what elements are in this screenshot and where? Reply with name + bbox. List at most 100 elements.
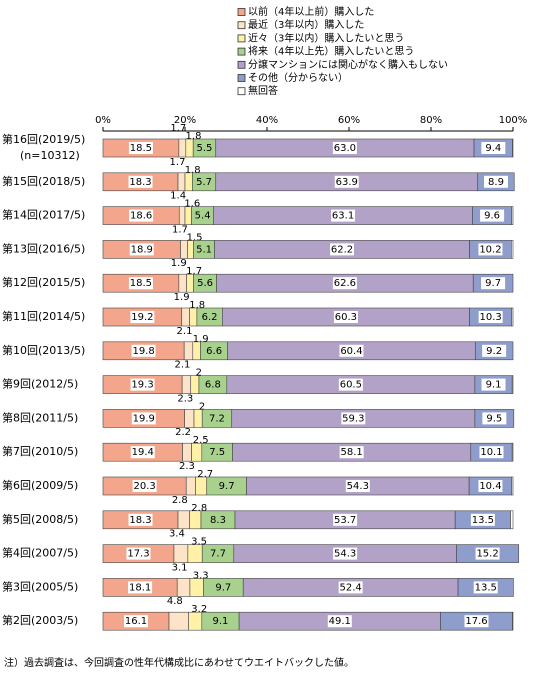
- bar-segment: [182, 376, 191, 394]
- category-label: 第3回(2005/5): [2, 579, 78, 593]
- value-label: 49.1: [329, 616, 351, 627]
- value-label: 9.1: [213, 616, 229, 627]
- bar-segment: [186, 477, 195, 495]
- value-label: 18.1: [129, 582, 151, 593]
- value-label: 1.9: [174, 292, 190, 303]
- value-label: 63.9: [336, 177, 358, 188]
- value-label: 16.1: [125, 616, 147, 627]
- category-label: 第2回(2003/5): [2, 613, 78, 627]
- value-label: 9.1: [486, 380, 502, 391]
- value-label: 19.4: [132, 447, 154, 458]
- legend-swatch: [238, 88, 245, 95]
- bar-segment: [185, 409, 194, 427]
- value-label: 13.5: [472, 515, 494, 526]
- value-label: 9.2: [486, 346, 502, 357]
- value-label: 5.4: [195, 211, 211, 222]
- category-label: 第7回(2010/5): [2, 444, 78, 458]
- value-label: 62.6: [334, 278, 356, 289]
- category-label: 第11回(2014/5): [2, 309, 85, 323]
- value-label: 1.9: [171, 258, 187, 269]
- value-label: 52.4: [340, 582, 362, 593]
- legend-swatch: [238, 9, 245, 16]
- x-tick-label: 40%: [256, 115, 278, 126]
- legend-label: 最近（3年以内）購入した: [248, 18, 364, 31]
- value-label: 10.1: [480, 447, 502, 458]
- value-label: 62.2: [331, 244, 353, 255]
- category-label: 第14回(2017/5): [2, 208, 85, 222]
- bar-segment: [174, 545, 188, 563]
- category-label: 第13回(2016/5): [2, 241, 85, 255]
- value-label: 19.3: [131, 380, 153, 391]
- category-label: 第6回(2009/5): [2, 478, 78, 492]
- value-label: 4.8: [167, 596, 183, 607]
- legend-label: 無回答: [248, 84, 278, 97]
- value-label: 9.6: [484, 211, 500, 222]
- value-label: 2.1: [177, 326, 193, 337]
- value-label: 7.7: [210, 549, 226, 560]
- bar-segment: [512, 376, 513, 394]
- value-label: 7.2: [209, 413, 225, 424]
- category-label: 第5回(2008/5): [2, 512, 78, 526]
- category-label: 第4回(2007/5): [2, 546, 78, 560]
- value-label: 5.1: [196, 244, 212, 255]
- value-label: 54.3: [334, 549, 356, 560]
- value-label: 17.3: [127, 549, 149, 560]
- value-label: 6.2: [202, 312, 218, 323]
- legend-swatch: [238, 75, 245, 82]
- category-label: 第16回(2019/5): [2, 132, 85, 146]
- value-label: 20.3: [133, 481, 155, 492]
- value-label: 15.2: [476, 549, 498, 560]
- value-label: 54.3: [347, 481, 369, 492]
- category-label: 第8回(2011/5): [2, 410, 78, 424]
- value-label: 63.0: [334, 143, 356, 154]
- value-label: 18.6: [130, 211, 152, 222]
- value-label: 6.6: [206, 346, 222, 357]
- value-label: 2.1: [174, 360, 190, 371]
- bar-segment: [184, 342, 193, 360]
- value-label: 9.5: [486, 413, 502, 424]
- value-label: 9.7: [215, 582, 231, 593]
- legend-swatch: [238, 22, 245, 29]
- value-label: 18.5: [130, 278, 152, 289]
- value-label: 8.3: [210, 515, 226, 526]
- bar-segment: [178, 511, 189, 529]
- value-label: 2.8: [172, 495, 188, 506]
- value-label: 8.9: [488, 177, 504, 188]
- footnote: 注）過去調査は、今回調査の性年代構成比にあわせてウエイトバックした値。: [4, 656, 354, 669]
- bar-segment: [169, 612, 189, 630]
- bar-segment: [512, 443, 513, 461]
- value-label: 5.6: [197, 278, 213, 289]
- value-label: 60.5: [340, 380, 362, 391]
- value-label: 5.7: [196, 177, 212, 188]
- value-label: 18.5: [130, 143, 152, 154]
- value-label: 9.7: [485, 278, 501, 289]
- value-label: 5.5: [197, 143, 213, 154]
- x-tick-label: 60%: [338, 115, 360, 126]
- legend-swatch: [238, 61, 245, 68]
- bar-segment: [512, 207, 513, 225]
- value-label: 18.9: [131, 244, 153, 255]
- value-label: 9.4: [485, 143, 501, 154]
- value-label: 3.4: [169, 529, 185, 540]
- value-label: 13.5: [475, 582, 497, 593]
- value-label: 1.7: [170, 157, 186, 168]
- value-label: 10.4: [479, 481, 501, 492]
- sample-size: (n=10312): [20, 149, 80, 162]
- x-tick-label: 0%: [95, 115, 111, 126]
- bar-segment: [511, 511, 513, 529]
- value-label: 19.9: [133, 413, 155, 424]
- value-label: 19.2: [131, 312, 153, 323]
- x-tick-label: 100%: [499, 115, 528, 126]
- value-label: 9.7: [219, 481, 235, 492]
- value-label: 60.4: [340, 346, 362, 357]
- value-label: 10.3: [480, 312, 502, 323]
- value-label: 58.1: [341, 447, 363, 458]
- category-label: 第15回(2018/5): [2, 174, 85, 188]
- category-label: 第9回(2012/5): [2, 377, 78, 391]
- value-label: 59.3: [342, 413, 364, 424]
- value-label: 10.2: [479, 244, 501, 255]
- value-label: 2.2: [175, 427, 191, 438]
- value-label: 7.5: [209, 447, 225, 458]
- value-label: 1.7: [172, 224, 188, 235]
